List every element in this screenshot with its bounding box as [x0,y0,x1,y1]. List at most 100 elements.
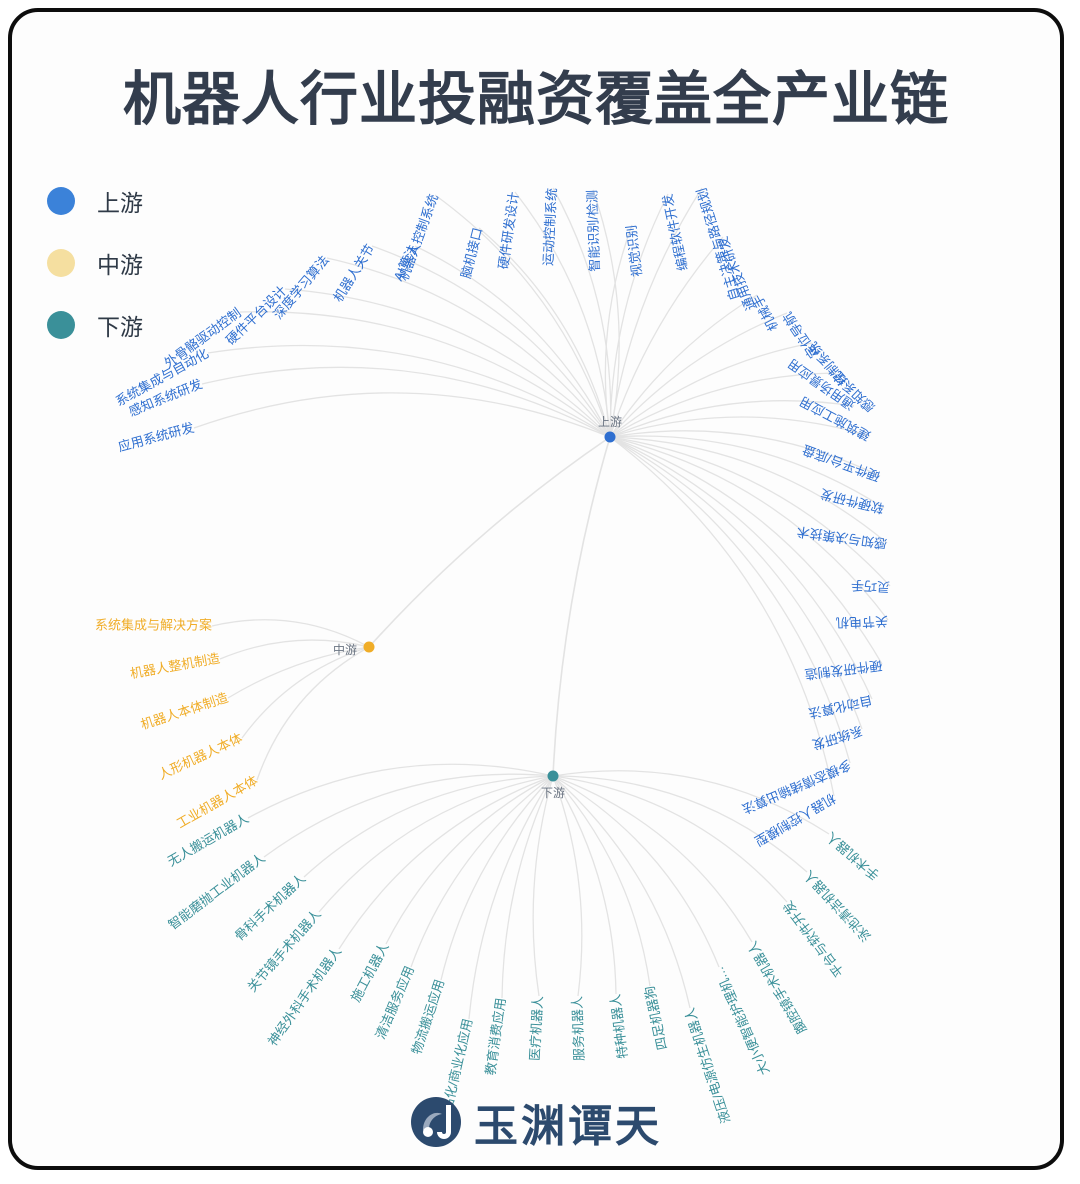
leaf-label[interactable]: 硬件研发设计 [496,191,522,270]
leaf-label[interactable]: 腹腔镜手术机器人 [745,939,810,1037]
legend-item-downstream[interactable]: 下游 [47,294,143,356]
leaf-link [609,436,888,544]
leaf-label[interactable]: 自动化算法 [807,693,874,721]
leaf-link [552,770,830,835]
leaf-label[interactable]: 医疗机器人 [527,996,545,1062]
leaf-label[interactable]: 手术机器人 [823,829,882,883]
leaf-label[interactable]: 系统集成与解决方案 [95,617,212,632]
leaf-label[interactable]: 机器人控制系统 [396,192,441,283]
leaf-link [211,619,370,648]
leaf-link [609,312,788,438]
leaf-label[interactable]: 关节电机 [836,614,889,631]
hub-label-upstream: 上游 [598,415,622,429]
leaf-label[interactable]: 施工机器人 [348,940,392,1004]
link-layer [193,187,891,1020]
leaf-label[interactable]: 机器人本体制造 [139,690,230,732]
hub-label-downstream: 下游 [541,786,565,800]
leaf-label[interactable]: 物流搬运应用 [409,977,447,1056]
leaf-link [609,187,703,438]
leaf-label[interactable]: 运动控制系统 [540,188,559,267]
leaf-label[interactable]: 清洁服务应用 [373,964,417,1042]
legend-item-upstream[interactable]: 上游 [47,170,143,232]
leaf-link [247,763,554,819]
leaf-link [263,773,554,858]
leaf-link [609,435,885,509]
leaf-link [385,775,554,945]
leaf-label[interactable]: 灵巧手 [851,578,891,595]
leaf-link [241,646,370,739]
leaf-link [552,775,720,968]
leaf-link [414,245,611,438]
leaf-link [552,775,651,987]
leaf-link [501,775,554,999]
leaf-link [284,288,611,438]
hub-node-upstream[interactable] [604,431,616,443]
leaf-link [609,436,835,797]
leaf-label[interactable]: 四足机器狗 [642,985,670,1052]
leaf-label[interactable]: 特种机器人 [608,993,631,1059]
trunk-link [368,436,611,648]
leaf-link [239,311,611,438]
leaf-link [410,775,554,968]
leaf-link [326,257,611,438]
leaf-link [552,775,788,903]
leaf-label[interactable]: 机器人关节 [330,241,377,304]
leaf-link [609,400,855,438]
hub-label-midstream: 中游 [333,642,357,657]
leaf-link [552,775,808,873]
leaf-link [207,344,611,438]
leaf-link [609,436,863,730]
leaf-label[interactable]: 智能识别/检测 [584,190,602,272]
legend: 上游 中游 下游 [47,170,143,356]
leaf-label[interactable]: 软硬件研发 [819,486,886,516]
leaf-link [338,775,554,950]
leaf-link [609,416,871,438]
leaf-label[interactable]: 多模态情绪输出算法 [740,757,854,817]
leaf-link [440,775,554,981]
brand-name: 玉渊谭天 [474,1102,662,1151]
leaf-label[interactable]: 编程软件开发 [660,193,691,272]
leaf-link [219,639,370,660]
leaf-link [303,775,554,878]
legend-swatch-downstream [47,311,75,339]
hub-node-downstream[interactable] [547,770,559,782]
leaf-link [532,775,554,997]
leaf-label[interactable]: 人形机器人本体 [156,730,245,782]
leaf-label[interactable]: 感知与决策技术 [796,524,888,552]
leaf-link [468,775,554,1020]
leaf-label[interactable]: 教育消费应用 [483,997,509,1076]
legend-label-midstream: 中游 [97,252,143,278]
leaf-link [609,436,851,764]
leaf-link [371,245,611,438]
leaf-label[interactable]: 服务机器人 [569,996,586,1061]
leaf-link [609,436,889,621]
leaf-link [609,436,883,665]
hub-node-midstream[interactable] [363,641,375,653]
leaf-link [256,646,370,781]
leaf-label[interactable]: 硬件平台/底盘 [800,442,882,484]
leaf-label[interactable]: 机器人整机制造 [129,651,221,682]
leaf-link [552,775,617,995]
leaf-label[interactable]: 硬件研发制造 [804,658,883,682]
trunk-link [552,436,611,777]
leaf-link [193,392,611,438]
leaf-link [604,224,633,438]
leaf-label[interactable]: 视觉识别 [624,224,645,277]
page-title: 机器人行业投融资覆盖全产业链 [122,67,949,132]
legend-item-midstream[interactable]: 中游 [47,232,143,294]
leaf-link [552,775,691,1009]
legend-swatch-midstream [47,249,75,277]
leaf-label[interactable]: 脑机接口 [458,226,485,280]
leaf-link [609,372,837,438]
leaf-link [552,775,583,997]
legend-swatch-upstream [47,187,75,215]
leaf-link [609,193,669,438]
leaf-label[interactable]: 大小便智能护理机… [711,964,772,1077]
leaf-link [478,227,611,438]
leaf-label[interactable]: 应用系统研发 [116,420,195,455]
leaf-label[interactable]: 系统研发 [810,723,864,753]
infographic-card: 机器人行业投融资覆盖全产业链 上游 中游 下游 上游 中游 下游 应用系统研发 感知系… [8,8,1064,1170]
wave-circle-emblem-icon [411,1097,461,1147]
